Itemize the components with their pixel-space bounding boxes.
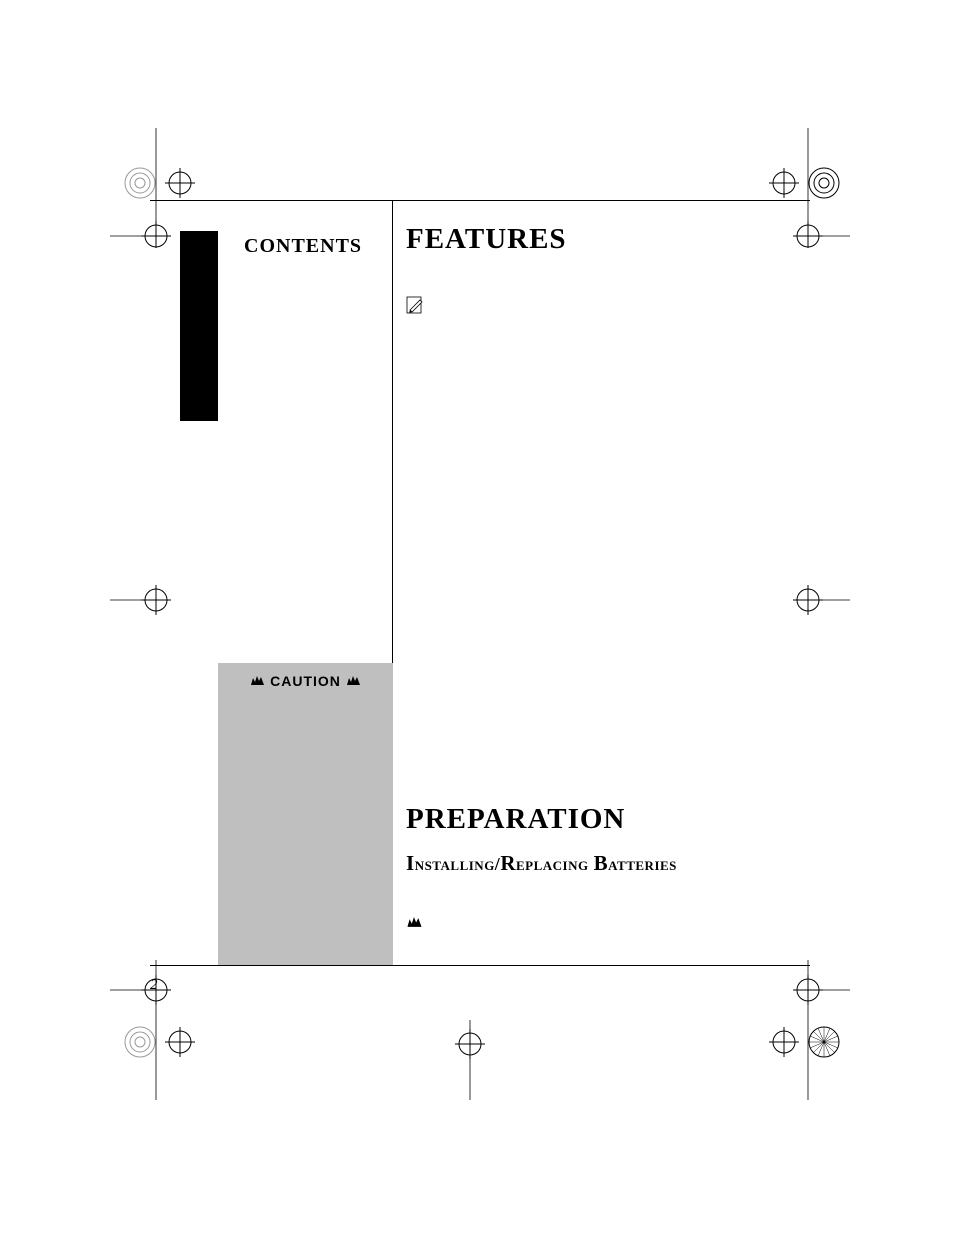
- rule-bottom: [150, 965, 810, 966]
- registration-mark-br: [720, 960, 850, 1100]
- installing-text: nstalling/: [415, 854, 501, 874]
- rule-top: [150, 200, 810, 201]
- crop-line-top: [0, 180, 156, 181]
- registration-mark-bl: [110, 960, 230, 1100]
- caution-heading: CAUTION: [226, 673, 385, 690]
- warning-icon: [346, 674, 361, 690]
- registration-mark-bc: [430, 1020, 510, 1100]
- contents-heading: CONTENTS: [244, 235, 362, 258]
- main-column: FEATURES PREPARATION Installing/Replacin…: [406, 223, 801, 319]
- warning-icon: [406, 916, 423, 934]
- document-page: CONTENTS CAUTION FEATURES PREPARATION In…: [150, 165, 810, 975]
- installing-heading: Installing/Replacing Batteries: [406, 851, 677, 876]
- warning-icon: [250, 674, 265, 690]
- features-heading: FEATURES: [406, 223, 801, 256]
- caution-label: CAUTION: [270, 673, 341, 689]
- preparation-heading: PREPARATION: [406, 803, 625, 836]
- page-number: 2: [150, 977, 158, 994]
- section-tab: [180, 231, 218, 421]
- caution-box: CAUTION: [218, 663, 393, 965]
- note-icon: [406, 296, 801, 319]
